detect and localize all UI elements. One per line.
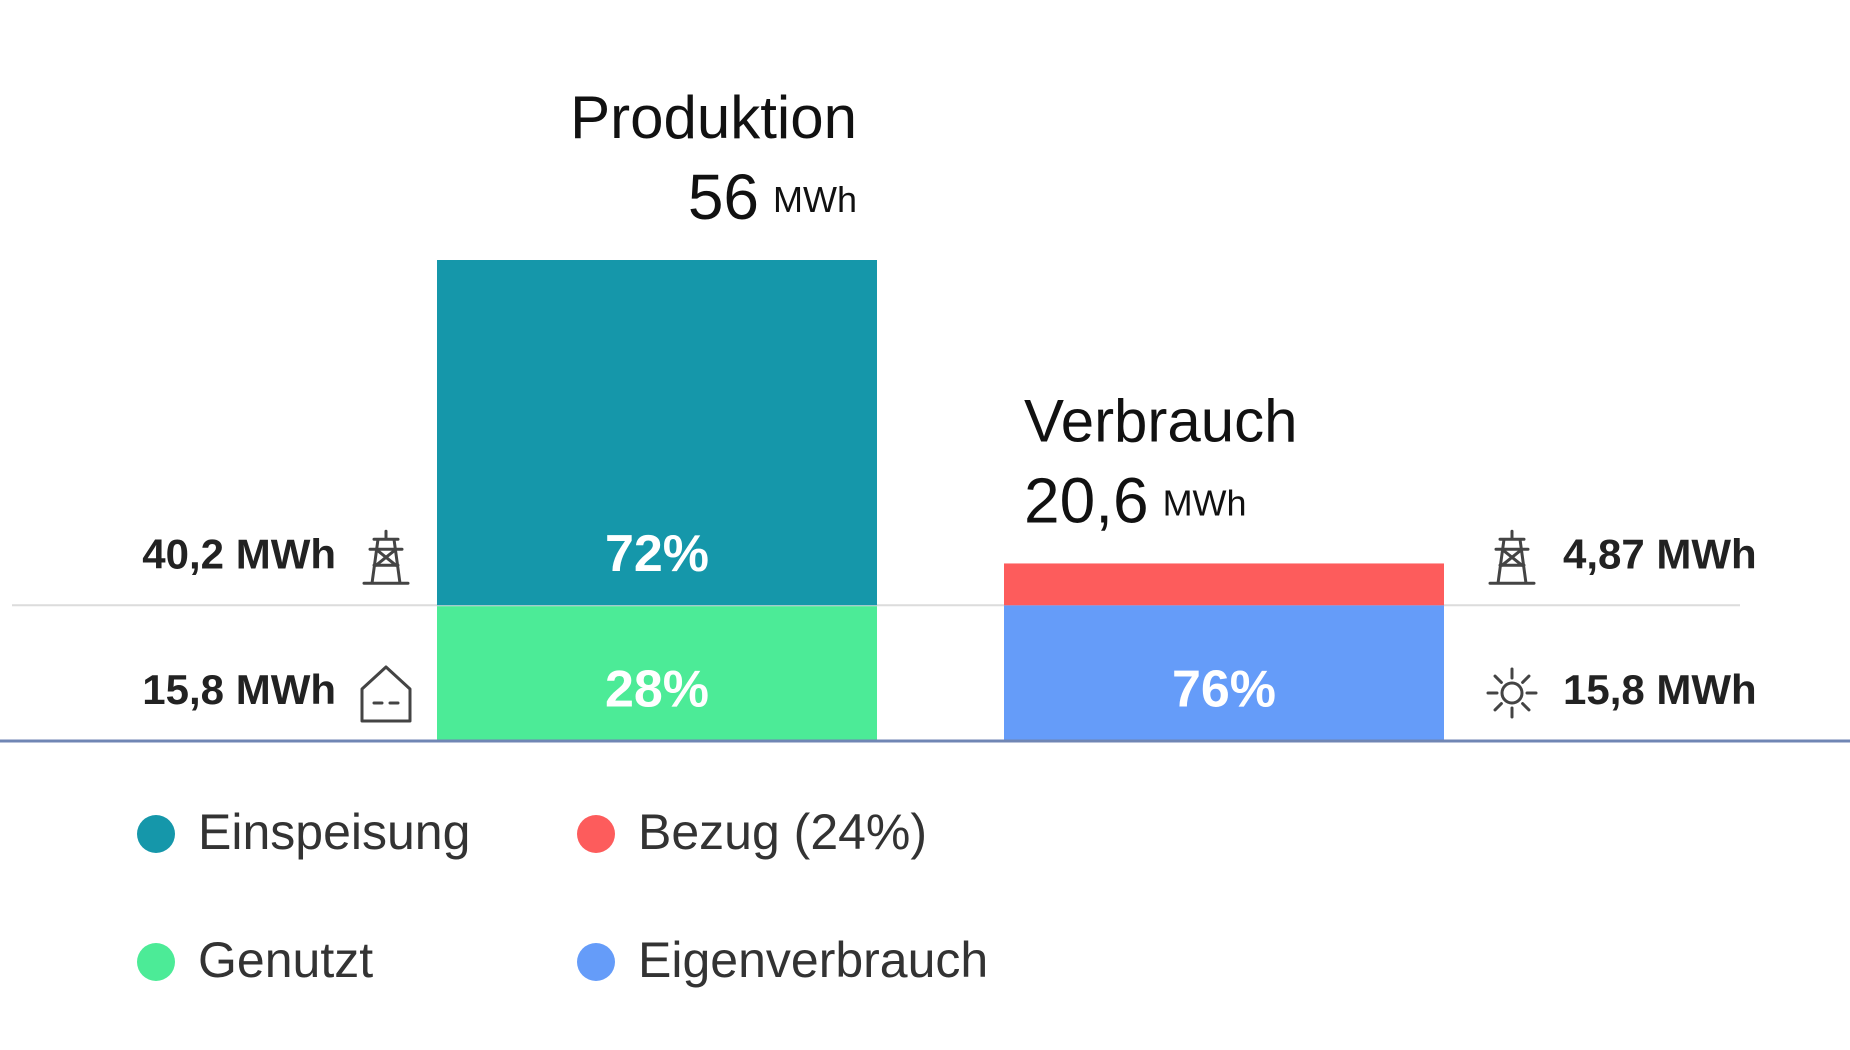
- category-title: Verbrauch: [1024, 387, 1298, 454]
- sun-ray: [1521, 702, 1531, 712]
- category-title: Produktion: [570, 84, 857, 151]
- sun-ray: [1521, 674, 1531, 684]
- sun-ray: [1493, 702, 1503, 712]
- total-unit: MWh: [773, 179, 857, 220]
- total-unit: MWh: [1163, 482, 1247, 523]
- sun-ray: [1493, 674, 1503, 684]
- value-label: 4,87 MWh: [1563, 530, 1757, 577]
- total-value: 56: [688, 161, 759, 233]
- house-shape: [360, 665, 412, 723]
- legend-dot: [137, 943, 175, 981]
- icon-sun: [1486, 667, 1538, 719]
- total-label: 56 MWh: [688, 161, 857, 233]
- total-label: 20,6 MWh: [1024, 464, 1247, 536]
- pylon-shape: [1488, 529, 1536, 585]
- pylon-shape: [362, 529, 410, 585]
- value-label: 15,8 MWh: [142, 666, 336, 713]
- bar-segment: [437, 605, 877, 741]
- legend-label: Bezug (24%): [638, 804, 927, 860]
- sun-core: [1500, 681, 1524, 705]
- legend-dot: [577, 943, 615, 981]
- bar-segment: [1004, 563, 1444, 606]
- icon-pylon: [362, 529, 410, 585]
- value-label: 15,8 MWh: [1563, 666, 1757, 713]
- bar-segment: [1004, 605, 1444, 741]
- icon-pylon: [1488, 529, 1536, 585]
- percent-label: 72%: [605, 525, 709, 583]
- legend-label: Eigenverbrauch: [638, 932, 988, 988]
- legend-dot: [137, 815, 175, 853]
- percent-label: 28%: [605, 661, 709, 719]
- percent-label: 76%: [1172, 661, 1276, 719]
- legend-dot: [577, 815, 615, 853]
- icon-house: [360, 665, 412, 723]
- total-value: 20,6: [1024, 464, 1149, 536]
- legend-label: Genutzt: [198, 932, 373, 988]
- legend-label: Einspeisung: [198, 804, 470, 860]
- bar-segment: [437, 260, 877, 606]
- value-label: 40,2 MWh: [142, 530, 336, 577]
